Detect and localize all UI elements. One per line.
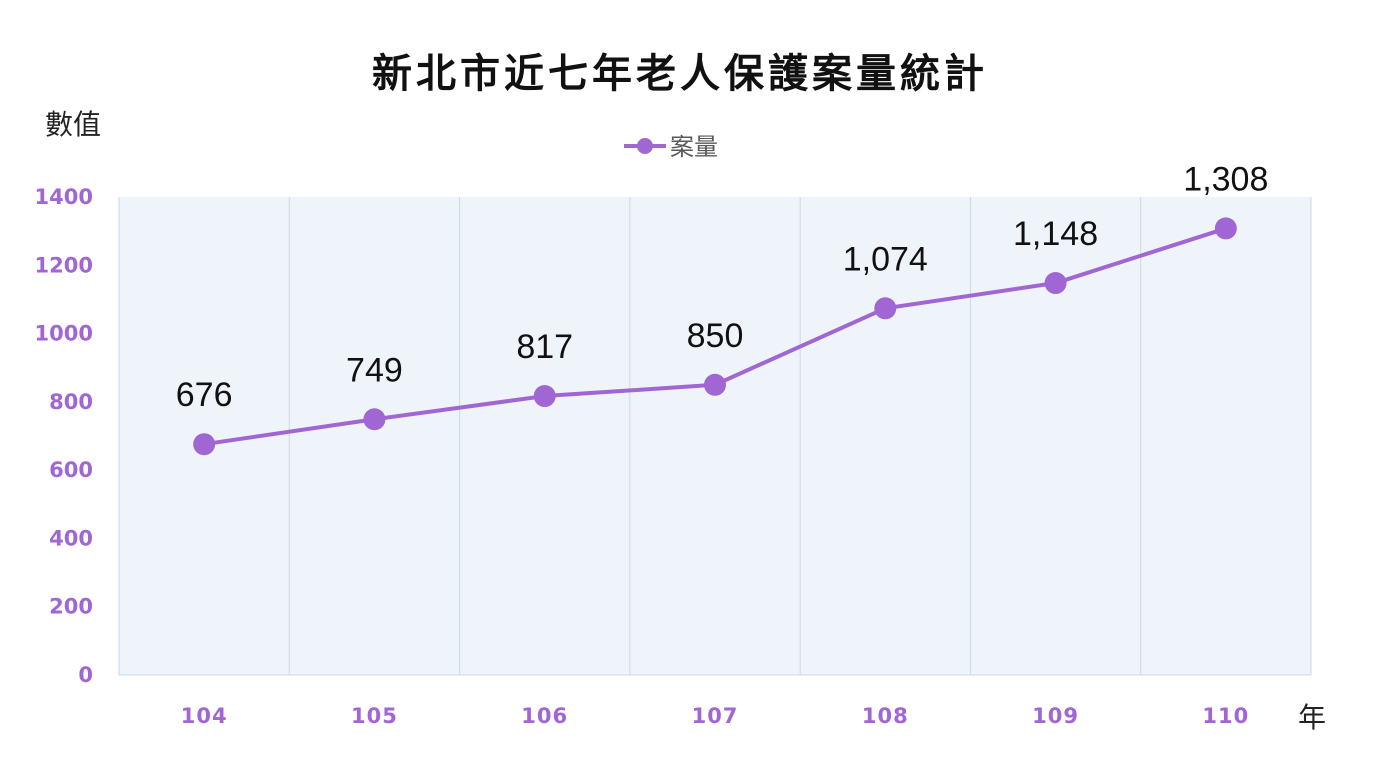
data-point xyxy=(704,373,726,396)
x-tick-label: 109 xyxy=(1032,704,1079,728)
x-axis-title: 年 xyxy=(1298,701,1326,734)
plot-area xyxy=(119,197,1311,675)
data-point xyxy=(1044,272,1067,295)
chart-title: 新北市近七年老人保護案量統計 xyxy=(372,51,988,97)
x-tick-label: 105 xyxy=(351,704,398,728)
data-labels: 676 749 817 850 1,074 1,148 1,308 xyxy=(176,160,1269,414)
data-label: 817 xyxy=(516,328,573,366)
x-axis-ticks: 104 105 106 107 108 109 110 xyxy=(181,704,1249,728)
y-axis-title: 數值 xyxy=(45,108,101,141)
x-tick-label: 110 xyxy=(1202,704,1249,728)
y-tick-label: 1200 xyxy=(35,253,93,277)
y-tick-label: 1000 xyxy=(35,322,93,346)
y-axis-ticks: 0 200 400 600 800 1000 1200 1400 xyxy=(35,185,93,687)
x-tick-label: 106 xyxy=(521,704,568,728)
vertical-gridlines xyxy=(118,197,1312,675)
series-case-volume xyxy=(193,217,1237,456)
y-tick-label: 200 xyxy=(49,595,93,619)
x-tick-label: 104 xyxy=(181,704,228,728)
legend-label: 案量 xyxy=(670,133,718,161)
y-tick-label: 0 xyxy=(78,663,93,687)
legend-dot-marker xyxy=(637,138,653,154)
data-label: 749 xyxy=(346,351,403,389)
data-point xyxy=(193,433,216,456)
data-point xyxy=(363,408,386,431)
y-tick-label: 1400 xyxy=(35,185,93,209)
data-point xyxy=(533,385,556,408)
y-tick-label: 400 xyxy=(49,526,93,550)
data-point xyxy=(874,297,897,320)
y-tick-label: 800 xyxy=(49,390,93,414)
y-tick-label: 600 xyxy=(49,458,93,482)
x-tick-label: 108 xyxy=(862,704,909,728)
data-label: 1,308 xyxy=(1183,160,1268,198)
data-label: 676 xyxy=(176,376,233,414)
data-label: 850 xyxy=(687,317,744,355)
x-tick-label: 107 xyxy=(692,704,739,728)
data-point xyxy=(1214,217,1237,240)
legend: 案量 xyxy=(624,133,718,161)
data-label: 1,148 xyxy=(1013,215,1098,253)
data-label: 1,074 xyxy=(843,240,928,278)
